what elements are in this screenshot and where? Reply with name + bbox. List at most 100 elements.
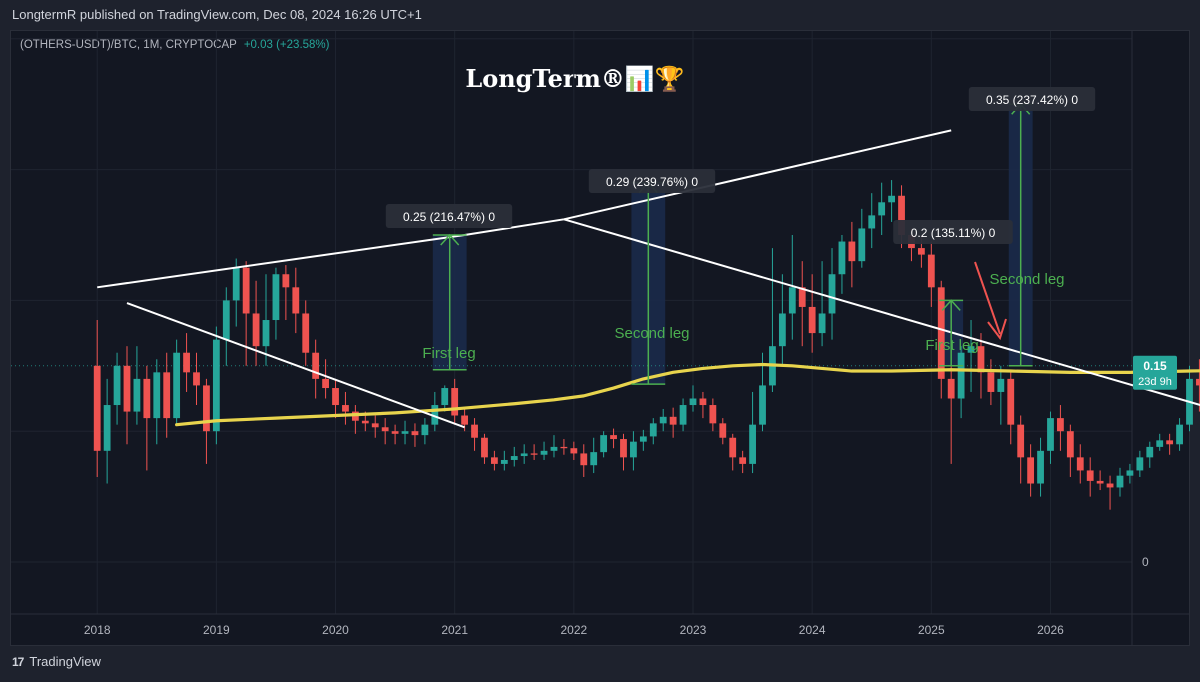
- trendline: [126, 302, 465, 429]
- current-price-value: 0.15: [1143, 359, 1167, 373]
- x-axis-tick-label: 2023: [680, 623, 707, 637]
- candle-body: [133, 378, 141, 412]
- candle-body: [1017, 424, 1025, 458]
- candle-body: [669, 416, 677, 425]
- candle-body: [1196, 378, 1200, 386]
- candle-body: [222, 300, 230, 340]
- leg-annotation: Second leg: [614, 325, 689, 342]
- candle-body: [888, 195, 895, 203]
- candle-body: [997, 378, 1005, 392]
- candle-body: [927, 254, 935, 288]
- measure-label: 0.2 (135.11%) 0: [911, 226, 996, 240]
- x-axis-tick-label: 2026: [1037, 623, 1064, 637]
- candle-body: [183, 352, 190, 373]
- measure-arrow-head: [440, 233, 460, 246]
- measure-tool: 0.2 (135.11%) 0 First leg: [893, 220, 1013, 367]
- candle-body: [957, 352, 965, 399]
- x-axis-tick-label: 2019: [203, 623, 230, 637]
- candle-body: [1057, 418, 1064, 432]
- candle-body: [600, 435, 608, 453]
- candle-body: [163, 372, 171, 419]
- candle-body: [947, 378, 955, 399]
- candle-body: [371, 423, 379, 428]
- candle-body: [550, 446, 558, 451]
- author-watermark: LongTerm®📊🏆: [465, 64, 685, 93]
- candle-body: [1086, 470, 1094, 481]
- candle-body: [659, 416, 667, 424]
- measure-label: 0.25 (216.47%) 0: [403, 210, 495, 224]
- chart-frame[interactable]: [10, 30, 1190, 646]
- measure-label-box: [385, 204, 513, 228]
- candle-body: [1096, 480, 1104, 484]
- candle-body: [818, 313, 826, 334]
- measure-tool: 0.35 (237.42%) 0 Second leg: [968, 87, 1096, 367]
- symbol-legend[interactable]: (OTHERS-USDT)/BTC, 1M, CRYPTOCAP +0.03 (…: [20, 39, 329, 51]
- projection-arrow-head: [987, 318, 1007, 341]
- candle-body: [719, 423, 727, 438]
- bar-countdown: 23d 9h: [1138, 376, 1172, 388]
- candle-body: [481, 437, 488, 458]
- candle-body: [212, 339, 220, 432]
- leg-annotation: First leg: [422, 345, 475, 362]
- candle-body: [620, 439, 627, 458]
- candle-body: [639, 436, 647, 442]
- candle-body: [262, 320, 270, 347]
- candle-body: [1146, 446, 1154, 458]
- candle-body: [580, 453, 588, 466]
- candle-body: [759, 385, 766, 425]
- candle-body: [590, 452, 598, 466]
- candle-body: [1136, 457, 1144, 471]
- candle-body: [560, 446, 568, 449]
- candle-body: [917, 248, 925, 255]
- candle-body: [173, 352, 181, 419]
- candle-body: [898, 195, 905, 235]
- moving-average-line: [175, 362, 1200, 427]
- measure-label-box: [968, 87, 1096, 111]
- candle-body: [937, 287, 945, 379]
- x-axis-tick-label: 2020: [322, 623, 349, 637]
- candle-body: [679, 405, 687, 425]
- candle-body: [302, 313, 310, 353]
- candle-body: [977, 346, 985, 373]
- candle-body: [401, 431, 409, 434]
- candle-body: [411, 431, 419, 436]
- candle-body: [113, 365, 121, 406]
- candle-body: [193, 372, 200, 386]
- candle-body: [421, 424, 429, 436]
- candle-body: [828, 274, 836, 314]
- candle-body: [391, 431, 399, 434]
- x-axis-tick-label: 2025: [918, 623, 945, 637]
- publisher-text: LongtermR published on TradingView.com, …: [12, 7, 422, 22]
- candle-body: [322, 378, 329, 389]
- x-axis-tick-label: 2022: [560, 623, 587, 637]
- candle-body: [739, 457, 747, 464]
- candle-body: [1027, 457, 1035, 484]
- candle-body: [570, 448, 578, 454]
- candle-body: [510, 456, 518, 460]
- candle-body: [1106, 483, 1114, 488]
- measure-label: 0.29 (239.76%) 0: [606, 175, 698, 189]
- candle-body: [232, 267, 240, 301]
- candle-body: [342, 405, 349, 412]
- trendline: [464, 218, 565, 236]
- candle-body: [431, 405, 439, 425]
- measure-arrow-head: [941, 299, 961, 311]
- measure-tool: 0.29 (239.76%) 0 Second leg: [588, 169, 716, 385]
- candle-body: [441, 388, 449, 406]
- candle-body: [778, 313, 786, 347]
- price-change: +0.03 (+23.58%): [243, 39, 330, 51]
- candle-body: [530, 453, 538, 455]
- candle-body: [282, 274, 290, 288]
- symbol-label: (OTHERS-USDT)/BTC, 1M, CRYPTOCAP: [20, 39, 237, 51]
- candle-body: [868, 215, 876, 229]
- candle-body: [630, 441, 637, 458]
- tradingview-logo[interactable]: 17 TradingView: [12, 654, 101, 669]
- candle-body: [1007, 378, 1015, 425]
- candle-body: [878, 202, 886, 216]
- measure-tool: 0.25 (216.47%) 0 First leg: [385, 204, 513, 371]
- candle-body: [143, 378, 151, 419]
- candle-body: [749, 424, 756, 464]
- candle-body: [610, 435, 617, 440]
